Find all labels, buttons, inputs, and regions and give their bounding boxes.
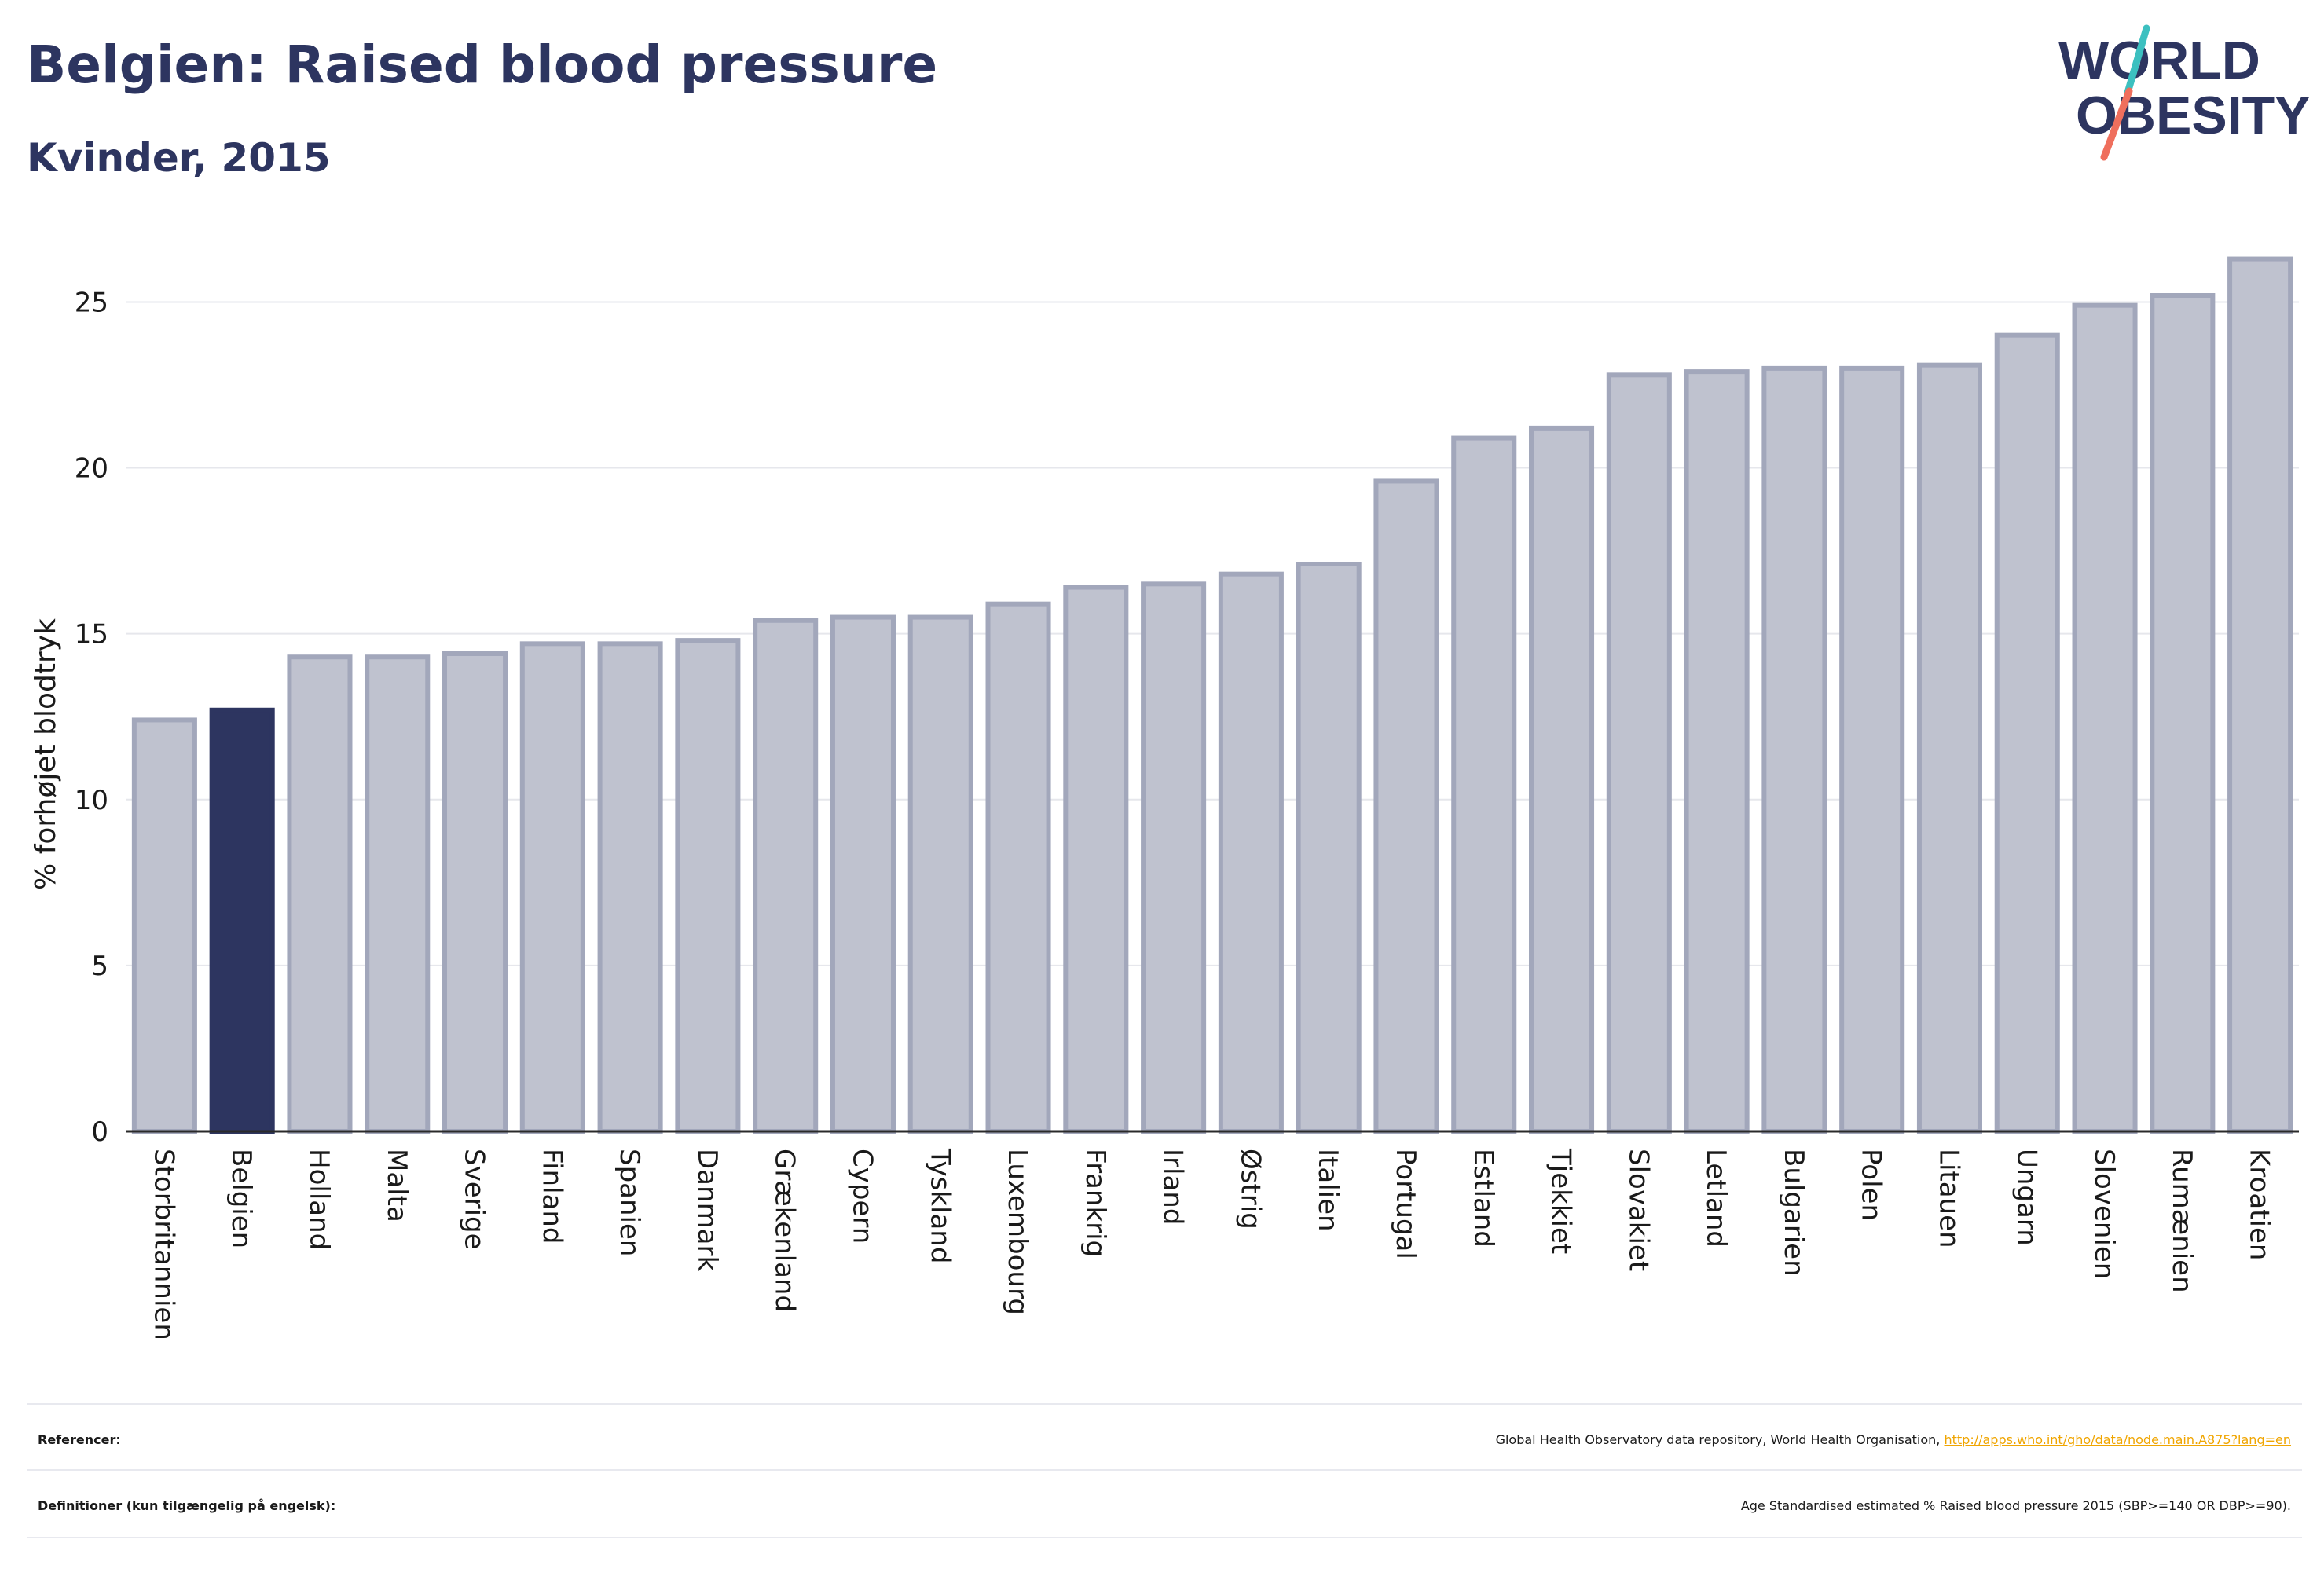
x-tick-label: Sverige [459,1149,490,1250]
references-label: Referencer: [38,1431,121,1447]
bar-letland [1684,369,1750,1134]
y-tick-label: 15 [75,619,108,651]
x-tick-label: Ungarn [2011,1149,2042,1246]
x-tick-label: Irland [1157,1149,1189,1225]
x-tick-label: Frankrig [1080,1149,1111,1257]
x-tick-label: Grækenland [769,1149,801,1312]
bar-tjekkiet [1529,425,1595,1134]
bar-cypern [830,614,896,1134]
bar-holland [287,654,353,1134]
x-tick-label: Cypern [846,1149,878,1244]
bar-slovakiet [1606,372,1672,1134]
logo-slash-coral [2100,87,2133,161]
footer-divider-bottom [27,1537,2302,1538]
definitions-row: Definitioner (kun tilgængelig på engelsk… [27,1474,2302,1537]
x-tick-label: Tyskland [924,1148,955,1263]
bar-irland [1141,581,1207,1134]
x-tick-label: Finland [536,1149,567,1244]
definitions-label: Definitioner (kun tilgængelig på engelsk… [38,1497,336,1513]
bar-spanien [597,641,663,1134]
bars [131,256,2293,1134]
x-tick-label: Rumænien [2166,1149,2198,1293]
bar-bulgarien [1761,365,1827,1134]
x-tick-label: Østrig [1234,1149,1266,1230]
bar-litauen [1916,362,1982,1134]
bar-storbritannien [131,717,197,1134]
x-tick-label: Malta [381,1149,412,1222]
bar-grækenland [753,618,819,1134]
x-tick-label: Bulgarien [1778,1149,1809,1277]
page-subtitle: Kvinder, 2015 [27,135,331,181]
x-tick-label: Danmark [691,1149,723,1271]
bar-italien [1296,562,1362,1134]
bar-sverige [442,651,508,1134]
bar-kroatien [2227,256,2293,1134]
x-tick-labels: Storbritannien Belgien Holland Malta Sverige… [148,1148,2275,1340]
y-tick-label: 10 [75,785,108,816]
x-tick-label: Slovakiet [1622,1149,1654,1271]
world-obesity-logo: WORLD OBESITY [2058,24,2310,161]
definitions-value: Age Standardised estimated % Raised bloo… [1740,1497,2291,1513]
bar-rumænien [2150,293,2216,1134]
references-value: Global Health Observatory data repositor… [1496,1432,2302,1447]
x-tick-label: Portugal [1390,1149,1421,1259]
x-tick-label: Spanien [614,1149,645,1256]
footer-divider-middle [27,1469,2302,1471]
x-tick-label: Polen [1856,1149,1887,1221]
x-tick-label: Storbritannien [148,1149,179,1340]
x-tick-label: Holland [303,1149,335,1250]
bar-finland [519,641,585,1134]
bar-portugal [1373,478,1439,1134]
x-tick-label: Belgien [225,1149,257,1248]
x-tick-label: Luxembourg [1002,1149,1033,1315]
bar-slovenien [2072,302,2138,1134]
x-tick-label: Estland [1468,1149,1499,1248]
bar-polen [1839,365,1905,1134]
references-row: Referencer: Global Health Observatory da… [27,1408,2302,1471]
logo-slash-teal [2124,24,2150,97]
references-link[interactable]: http://apps.who.int/gho/data/node.main.A… [1944,1431,2291,1447]
y-tick-label: 0 [91,1116,108,1148]
bar-danmark [675,638,741,1134]
x-tick-label: Tjekkiet [1545,1148,1577,1254]
bar-chart: 0 5 10 15 20 25 Storbritannien Belgien Holland M… [30,256,2299,1340]
y-tick-label: 5 [91,951,108,982]
x-tick-label: Kroatien [2244,1149,2275,1260]
bar-ungarn [1994,332,2060,1134]
bar-frankrig [1063,585,1129,1134]
x-tick-label: Letland [1700,1149,1732,1248]
y-tick-labels: 0 5 10 15 20 25 [75,287,108,1148]
x-tick-label: Italien [1312,1149,1343,1232]
bar-malta [365,654,431,1134]
bar-tyskland [907,614,973,1134]
y-axis-label: % forhøjet blodtryk [30,618,62,890]
bar-østrig [1218,571,1284,1134]
references-text: Global Health Observatory data repositor… [1495,1431,1945,1447]
logo-line-1: WORLD [2058,31,2260,90]
footer-divider-top [27,1403,2302,1405]
x-tick-label: Slovenien [2088,1149,2120,1279]
bar-luxembourg [985,601,1051,1134]
page-title: Belgien: Raised blood pressure [27,35,938,95]
y-tick-label: 25 [75,287,108,318]
x-tick-label: Litauen [1933,1149,1964,1248]
y-tick-label: 20 [75,453,108,485]
bar-belgien [209,707,275,1134]
bar-estland [1451,435,1517,1134]
